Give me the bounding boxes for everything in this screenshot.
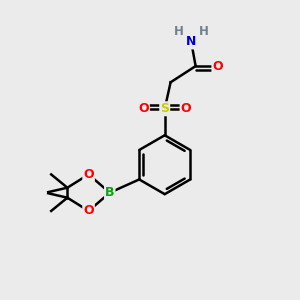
Text: S: S <box>160 102 169 115</box>
Text: O: O <box>83 168 94 181</box>
Text: H: H <box>174 25 184 38</box>
Text: N: N <box>186 35 196 48</box>
Text: O: O <box>138 102 149 115</box>
Text: B: B <box>105 186 115 199</box>
Text: H: H <box>199 25 208 38</box>
Text: O: O <box>181 102 191 115</box>
Text: O: O <box>212 60 223 73</box>
Text: O: O <box>83 205 94 218</box>
